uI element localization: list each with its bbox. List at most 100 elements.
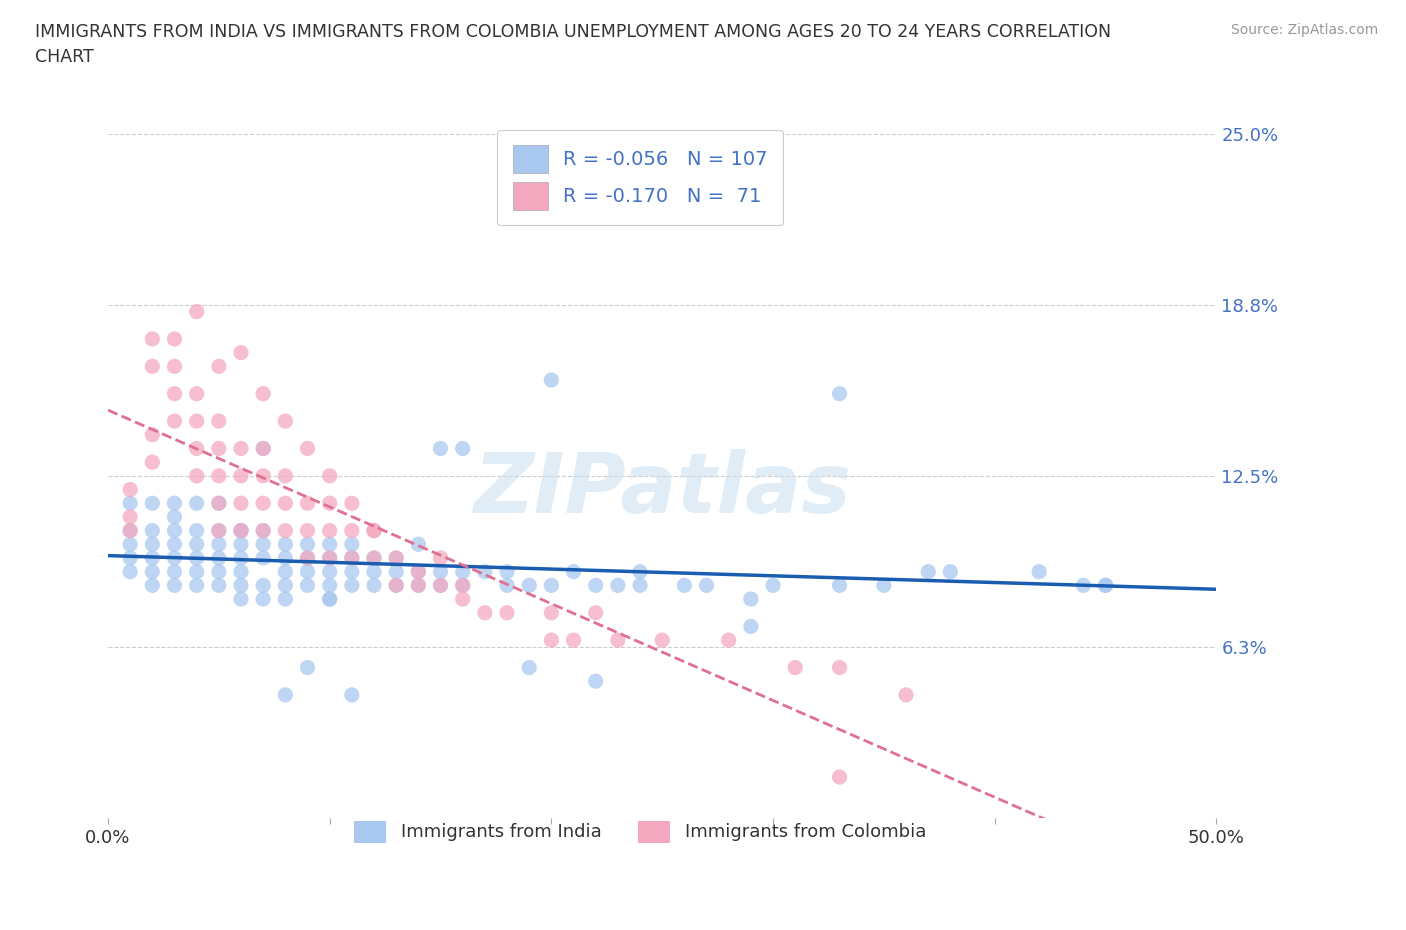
Point <box>606 632 628 647</box>
Point <box>651 632 673 647</box>
Point <box>120 496 142 511</box>
Point <box>318 537 340 551</box>
Point <box>274 578 297 592</box>
Point <box>120 551 142 565</box>
Point <box>496 565 519 579</box>
Point <box>340 537 363 551</box>
Point <box>408 537 430 551</box>
Point <box>208 469 231 484</box>
Point <box>1094 578 1116 592</box>
Point <box>252 591 274 606</box>
Point <box>717 632 740 647</box>
Point <box>252 496 274 511</box>
Point <box>340 578 363 592</box>
Point <box>252 469 274 484</box>
Point <box>385 565 408 579</box>
Text: Source: ZipAtlas.com: Source: ZipAtlas.com <box>1230 23 1378 37</box>
Point <box>340 524 363 538</box>
Point <box>163 551 186 565</box>
Point <box>274 496 297 511</box>
Point <box>1073 578 1095 592</box>
Point <box>208 441 231 456</box>
Point <box>606 578 628 592</box>
Point <box>517 660 540 675</box>
Point <box>540 632 562 647</box>
Point <box>163 496 186 511</box>
Point <box>429 565 451 579</box>
Text: IMMIGRANTS FROM INDIA VS IMMIGRANTS FROM COLOMBIA UNEMPLOYMENT AMONG AGES 20 TO : IMMIGRANTS FROM INDIA VS IMMIGRANTS FROM… <box>35 23 1111 66</box>
Point <box>451 565 474 579</box>
Point <box>1094 578 1116 592</box>
Point <box>496 578 519 592</box>
Point <box>186 496 208 511</box>
Point <box>120 524 142 538</box>
Point <box>120 482 142 497</box>
Point <box>186 551 208 565</box>
Point <box>318 591 340 606</box>
Point <box>939 565 962 579</box>
Point <box>562 632 585 647</box>
Point <box>385 578 408 592</box>
Point <box>873 578 896 592</box>
Point <box>828 578 851 592</box>
Point <box>408 578 430 592</box>
Point <box>1028 565 1050 579</box>
Point <box>363 524 385 538</box>
Point <box>340 687 363 702</box>
Point <box>429 551 451 565</box>
Point <box>229 496 252 511</box>
Point <box>673 578 696 592</box>
Point <box>297 551 319 565</box>
Point <box>163 565 186 579</box>
Point <box>363 551 385 565</box>
Point <box>208 578 231 592</box>
Point <box>229 524 252 538</box>
Point <box>363 565 385 579</box>
Point <box>229 469 252 484</box>
Point <box>229 537 252 551</box>
Point <box>208 359 231 374</box>
Point <box>208 496 231 511</box>
Point <box>274 687 297 702</box>
Point <box>186 565 208 579</box>
Point <box>252 551 274 565</box>
Point <box>297 524 319 538</box>
Point <box>186 441 208 456</box>
Point <box>141 524 163 538</box>
Point <box>340 496 363 511</box>
Point <box>496 605 519 620</box>
Point <box>141 428 163 443</box>
Point <box>828 386 851 401</box>
Point <box>408 565 430 579</box>
Point <box>120 537 142 551</box>
Point <box>585 673 607 688</box>
Point <box>451 441 474 456</box>
Point <box>274 591 297 606</box>
Text: ZIPatlas: ZIPatlas <box>474 449 851 530</box>
Point <box>141 455 163 470</box>
Point <box>917 565 939 579</box>
Point <box>186 386 208 401</box>
Point <box>229 551 252 565</box>
Point <box>562 565 585 579</box>
Point <box>318 591 340 606</box>
Point <box>363 524 385 538</box>
Point <box>208 524 231 538</box>
Point <box>318 578 340 592</box>
Point <box>120 524 142 538</box>
Point <box>252 524 274 538</box>
Point <box>274 551 297 565</box>
Point <box>186 469 208 484</box>
Point <box>297 537 319 551</box>
Legend: Immigrants from India, Immigrants from Colombia: Immigrants from India, Immigrants from C… <box>339 806 941 857</box>
Point <box>252 524 274 538</box>
Point <box>141 331 163 346</box>
Point <box>186 304 208 319</box>
Point <box>540 373 562 388</box>
Point <box>318 469 340 484</box>
Point <box>274 414 297 429</box>
Point <box>297 496 319 511</box>
Point <box>451 578 474 592</box>
Point <box>229 565 252 579</box>
Point <box>274 537 297 551</box>
